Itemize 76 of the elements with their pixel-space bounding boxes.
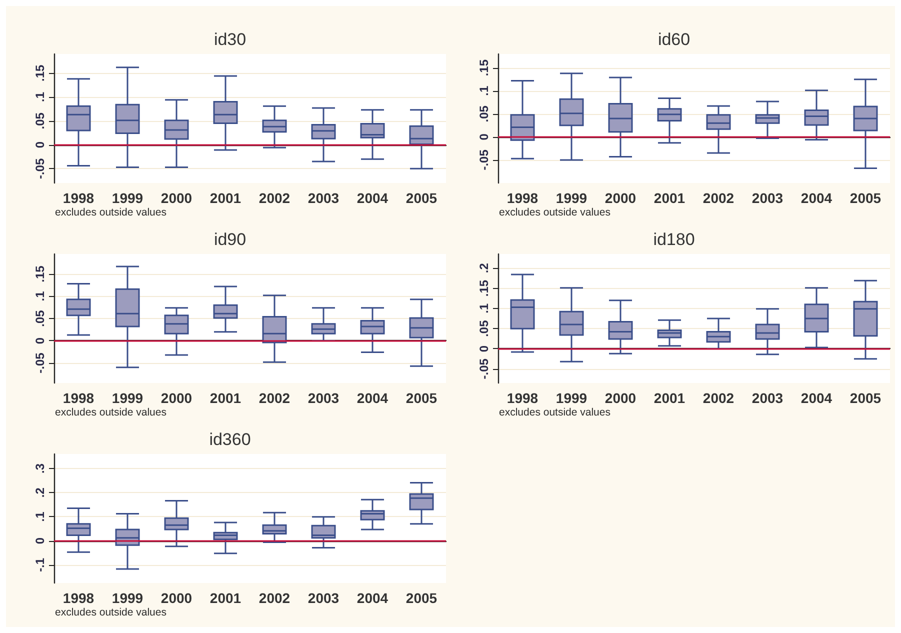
x-tick-label: 1999: [112, 390, 144, 406]
y-tick-label: -.05: [33, 352, 47, 374]
x-tick-label: 1999: [112, 590, 144, 606]
x-tick-label: 2000: [160, 390, 192, 406]
x-tick-label: 1998: [62, 590, 94, 606]
y-tick-label: -.05: [477, 358, 491, 380]
x-tick-label: 1999: [556, 190, 588, 206]
y-tick-label: .1: [33, 92, 47, 102]
x-tick-label: 2005: [850, 390, 882, 406]
x-tick-label: 2002: [702, 190, 734, 206]
y-tick-label: .1: [33, 511, 47, 522]
y-tick-label: .2: [33, 487, 47, 498]
x-tick-label: 2003: [752, 390, 784, 406]
x-tick-label: 2004: [356, 590, 388, 606]
x-tick-label: 2000: [160, 590, 192, 606]
x-tick-label: 2001: [210, 390, 242, 406]
x-tick-label: 2004: [800, 190, 832, 206]
y-tick-label: .15: [33, 64, 47, 82]
chart-title: id180: [653, 230, 695, 249]
y-tick-label: -.05: [477, 149, 491, 170]
x-tick-label: 2005: [406, 390, 438, 406]
y-tick-label: .05: [33, 112, 47, 130]
x-tick-label: 2001: [210, 590, 242, 606]
text: excludes outside values: [499, 406, 610, 418]
y-tick-label: 0: [33, 337, 47, 344]
text: excludes outside values: [55, 406, 166, 418]
x-tick-label: 2000: [160, 190, 192, 206]
y-tick-label: .15: [477, 280, 491, 297]
x-tick-label: 2002: [258, 190, 290, 206]
y-tick-label: .05: [33, 310, 47, 327]
y-tick-label: .15: [477, 59, 491, 76]
text: excludes outside values: [55, 206, 166, 218]
x-tick-label: 1998: [506, 190, 538, 206]
x-tick-label: 2003: [308, 190, 340, 206]
x-tick-label: 1999: [556, 390, 588, 406]
x-tick-label: 2002: [258, 590, 290, 606]
x-tick-label: 2005: [406, 190, 438, 206]
x-tick-label: 2003: [308, 390, 340, 406]
y-tick-label: -.1: [33, 558, 47, 572]
chart-title: id90: [214, 230, 246, 249]
y-tick-label: -.05: [33, 158, 47, 180]
y-tick-label: .1: [33, 290, 47, 302]
x-tick-label: 2001: [654, 390, 686, 406]
x-tick-label: 2005: [406, 590, 438, 606]
y-tick-label: .1: [477, 86, 491, 96]
x-tick-label: 2005: [850, 190, 882, 206]
x-tick-label: 2004: [800, 390, 832, 406]
y-tick-label: 0: [477, 133, 491, 140]
y-tick-label: .3: [33, 463, 47, 474]
x-tick-label: 2001: [210, 190, 242, 206]
x-tick-label: 1998: [506, 390, 538, 406]
x-tick-label: 2000: [604, 390, 636, 406]
text: excludes outside values: [499, 206, 610, 218]
x-tick-label: 2002: [702, 390, 734, 406]
x-tick-label: 2000: [604, 190, 636, 206]
x-tick-label: 1998: [62, 190, 94, 206]
chart-title: id30: [214, 30, 246, 49]
y-tick-label: .15: [33, 265, 47, 282]
text: excludes outside values: [55, 606, 166, 618]
chart-title: id60: [658, 30, 690, 49]
x-tick-label: 2004: [356, 390, 388, 406]
x-tick-label: 1999: [112, 190, 144, 206]
y-tick-label: 0: [33, 141, 47, 148]
y-tick-label: 0: [477, 345, 491, 352]
x-tick-label: 2002: [258, 390, 290, 406]
x-tick-label: 2001: [654, 190, 686, 206]
y-tick-label: .2: [477, 262, 491, 274]
y-tick-label: .1: [477, 303, 491, 314]
x-tick-label: 2004: [356, 190, 388, 206]
y-tick-label: .05: [477, 320, 491, 337]
y-tick-label: 0: [33, 537, 47, 544]
x-tick-label: 2003: [308, 590, 340, 606]
x-tick-label: 1998: [62, 390, 94, 406]
chart-title: id360: [209, 430, 251, 449]
y-tick-label: .05: [477, 105, 491, 122]
x-tick-label: 2003: [752, 190, 784, 206]
